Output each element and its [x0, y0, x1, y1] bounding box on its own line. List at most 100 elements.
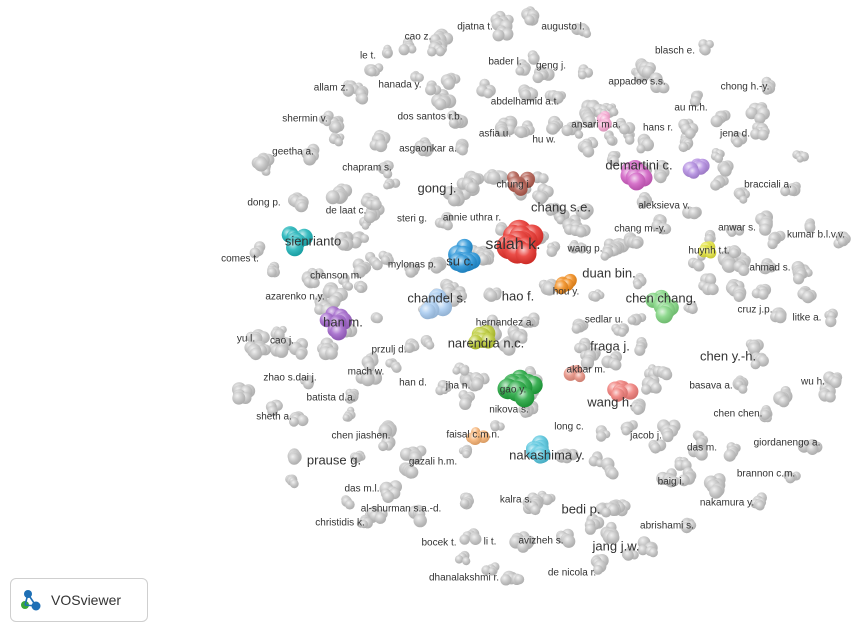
- author-label[interactable]: yu l.: [237, 334, 255, 345]
- author-node[interactable]: [778, 395, 790, 408]
- author-label[interactable]: cao z.: [405, 32, 432, 43]
- author-label[interactable]: chen chang.: [626, 290, 697, 305]
- author-label[interactable]: ansari m.a.: [571, 120, 620, 131]
- author-node[interactable]: [372, 313, 383, 324]
- author-label[interactable]: chen chen.: [714, 409, 763, 420]
- author-label[interactable]: aleksieva v.: [638, 201, 690, 212]
- cluster-node[interactable]: [419, 303, 436, 320]
- author-node[interactable]: [757, 129, 769, 141]
- author-label[interactable]: baig i.: [658, 477, 685, 488]
- author-label[interactable]: nakashima y.: [509, 447, 585, 462]
- author-label[interactable]: long c.: [554, 422, 583, 433]
- author-node[interactable]: [688, 207, 701, 220]
- author-label[interactable]: steri g.: [397, 214, 427, 225]
- author-label[interactable]: fraga j.: [590, 338, 630, 353]
- author-node[interactable]: [524, 15, 535, 26]
- author-node[interactable]: [571, 323, 582, 334]
- author-label[interactable]: appadoo s.s.: [608, 77, 665, 88]
- author-node[interactable]: [801, 290, 815, 304]
- author-label[interactable]: augusto l.: [541, 22, 584, 33]
- author-node[interactable]: [367, 67, 377, 77]
- author-label[interactable]: christidis k.: [315, 518, 364, 529]
- author-label[interactable]: geng j.: [536, 61, 566, 72]
- author-label[interactable]: chapram s.: [342, 163, 391, 174]
- author-node[interactable]: [824, 391, 836, 403]
- author-node[interactable]: [360, 234, 369, 243]
- author-label[interactable]: hu w.: [532, 135, 555, 146]
- author-node[interactable]: [606, 136, 616, 146]
- author-label[interactable]: chandel s.: [407, 290, 466, 305]
- author-label[interactable]: przulj d.: [371, 345, 406, 356]
- author-node[interactable]: [661, 369, 673, 381]
- author-node[interactable]: [767, 238, 778, 250]
- author-node[interactable]: [249, 347, 262, 361]
- author-node[interactable]: [582, 145, 595, 158]
- author-node[interactable]: [330, 121, 342, 134]
- author-label[interactable]: batista d.a.: [307, 393, 356, 404]
- cluster-node[interactable]: [655, 306, 673, 324]
- author-node[interactable]: [650, 382, 662, 394]
- author-node[interactable]: [636, 144, 646, 154]
- author-label[interactable]: jha n.: [445, 381, 470, 392]
- author-node[interactable]: [617, 327, 627, 337]
- author-node[interactable]: [707, 283, 719, 296]
- author-label[interactable]: sheth a.: [256, 412, 292, 423]
- author-label[interactable]: bader l.: [488, 57, 521, 68]
- author-label[interactable]: kalra s.: [500, 495, 532, 506]
- author-label[interactable]: gazali h.m.: [409, 457, 457, 468]
- author-node[interactable]: [739, 195, 748, 204]
- author-node[interactable]: [755, 500, 765, 511]
- author-node[interactable]: [459, 397, 472, 410]
- author-label[interactable]: asgaonkar a.: [399, 144, 457, 155]
- author-node[interactable]: [515, 66, 525, 76]
- author-node[interactable]: [383, 182, 391, 190]
- author-label[interactable]: sedlar u.: [585, 315, 623, 326]
- author-label[interactable]: nikova s.: [489, 405, 528, 416]
- author-node[interactable]: [641, 384, 652, 395]
- author-label[interactable]: das m.l.: [344, 484, 379, 495]
- author-node[interactable]: [500, 574, 512, 586]
- author-label[interactable]: al-shurman s.a.-d.: [361, 504, 442, 515]
- author-label[interactable]: chang m.-y.: [614, 224, 666, 235]
- author-node[interactable]: [361, 222, 370, 230]
- author-node[interactable]: [297, 414, 309, 427]
- author-label[interactable]: ahmad s.: [749, 263, 790, 274]
- author-node[interactable]: [325, 347, 338, 360]
- author-label[interactable]: kumar b.l.v.v.: [787, 230, 845, 241]
- author-node[interactable]: [514, 574, 525, 585]
- author-node[interactable]: [648, 547, 658, 558]
- author-node[interactable]: [596, 431, 607, 442]
- author-label[interactable]: de laat c.: [326, 206, 367, 217]
- author-node[interactable]: [732, 138, 742, 148]
- author-node[interactable]: [714, 153, 724, 163]
- author-node[interactable]: [610, 359, 622, 371]
- author-label[interactable]: chong h.-y.: [721, 82, 770, 93]
- author-node[interactable]: [590, 291, 601, 302]
- author-label[interactable]: chen y.-h.: [700, 348, 756, 363]
- author-label[interactable]: jacob j.: [629, 431, 662, 442]
- author-label[interactable]: dong p.: [247, 198, 280, 209]
- author-node[interactable]: [719, 164, 732, 177]
- author-node[interactable]: [254, 157, 269, 172]
- author-node[interactable]: [632, 404, 644, 415]
- author-node[interactable]: [562, 534, 576, 548]
- author-node[interactable]: [723, 449, 736, 462]
- author-node[interactable]: [793, 273, 805, 285]
- author-label[interactable]: bocek t.: [421, 538, 456, 549]
- author-node[interactable]: [693, 260, 705, 272]
- author-label[interactable]: mylonas p.: [388, 260, 436, 271]
- author-label[interactable]: gong j.: [417, 180, 456, 195]
- author-node[interactable]: [662, 430, 674, 443]
- author-node[interactable]: [678, 142, 689, 153]
- author-node[interactable]: [710, 179, 721, 191]
- author-label[interactable]: avizheh s.: [518, 536, 563, 547]
- author-label[interactable]: dhanalakshmi r.: [429, 573, 499, 584]
- author-label[interactable]: zhao s.dai j.: [263, 373, 316, 384]
- author-node[interactable]: [575, 226, 587, 238]
- author-node[interactable]: [325, 190, 340, 205]
- author-node[interactable]: [538, 173, 549, 184]
- author-node[interactable]: [459, 498, 470, 509]
- author-label[interactable]: prause g.: [307, 452, 361, 467]
- author-node[interactable]: [452, 366, 461, 375]
